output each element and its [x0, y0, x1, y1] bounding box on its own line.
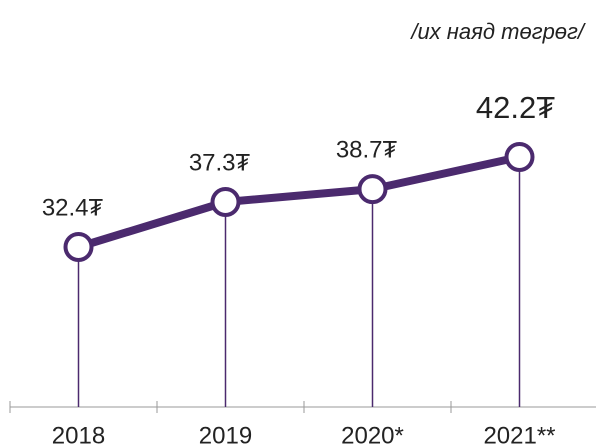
x-tick-label: 2018: [52, 422, 105, 448]
point: [357, 174, 388, 205]
point: [63, 232, 94, 262]
x-tick-label: 2021**: [483, 422, 555, 448]
line: [77, 153, 521, 251]
point: [504, 142, 535, 172]
data-label: 38.7₮: [336, 136, 398, 163]
data-label: 32.4₮: [42, 194, 104, 221]
point: [210, 187, 241, 217]
x-tick-label: 2019: [199, 422, 252, 448]
data-label: 37.3₮: [189, 149, 251, 176]
x-tick-label: 2020*: [341, 422, 404, 448]
chart-subtitle: /их наяд төгрөг/: [409, 19, 586, 44]
data-label: 42.2₮: [476, 90, 555, 125]
